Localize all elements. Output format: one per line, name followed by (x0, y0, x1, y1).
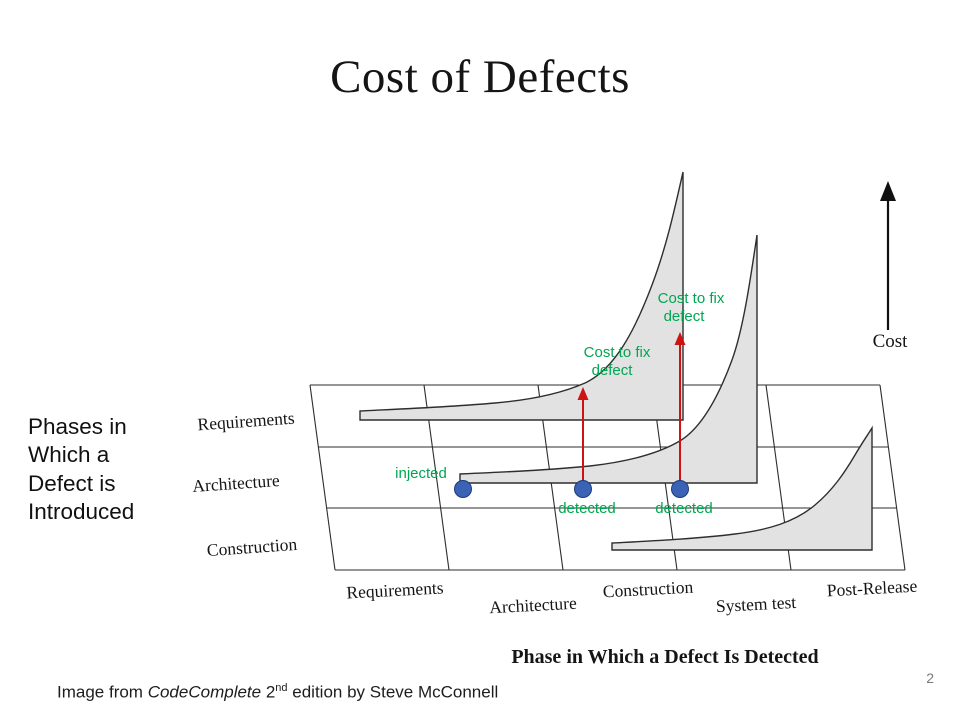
detected-callout-1: detected (558, 500, 616, 517)
cost-axis: Cost (873, 181, 909, 352)
injected-callout: injected (395, 465, 447, 482)
cost-curve-requirements-injected (359, 171, 684, 421)
row-label-requirements: Requirements (197, 408, 296, 435)
cost-curve-construction-injected (611, 425, 873, 551)
footer-prefix: Image from (57, 682, 148, 702)
x-axis-title: Phase in Which a Defect Is Detected (511, 646, 818, 668)
cost-to-fix-callout-1-line2: defect (592, 362, 634, 379)
col-label-system-test: System test (715, 592, 796, 616)
grid-column-line (309, 384, 336, 571)
cost-to-fix-callout-2-line2: defect (664, 308, 706, 325)
row-label-construction: Construction (206, 534, 298, 560)
footer-edition: 2 (261, 682, 276, 702)
cost-to-fix-callout-2-line1: Cost to fix (658, 290, 725, 307)
cost-curves (359, 171, 873, 551)
row-label-architecture: Architecture (192, 470, 281, 496)
detected-defect-dot-1 (574, 480, 592, 498)
detected-defect-dot-2 (671, 480, 689, 498)
col-label-architecture: Architecture (489, 593, 578, 618)
detected-axis-labels: Requirements Architecture Construction S… (346, 576, 918, 618)
cost-arrow-2-head (674, 332, 686, 345)
footer-credit: Image from CodeComplete 2nd edition by S… (57, 682, 498, 703)
left-caption: Phases in Which a Defect is Introduced (28, 414, 135, 525)
col-label-post-release: Post-Release (826, 576, 918, 601)
col-label-construction: Construction (602, 577, 694, 602)
page-number: 2 (926, 670, 934, 686)
cost-curve-architecture-injected (459, 234, 758, 484)
cost-arrow-1-head (577, 387, 589, 400)
col-label-requirements: Requirements (346, 577, 444, 602)
green-callouts: injected detected detected Cost to fix d… (395, 290, 725, 517)
slide-title: Cost of Defects (330, 51, 630, 103)
injected-axis-labels: Requirements Architecture Construction (192, 408, 298, 561)
cost-to-fix-callout-1-line1: Cost to fix (584, 344, 651, 361)
grid-column-line (879, 384, 906, 571)
cost-axis-label: Cost (873, 331, 909, 352)
detected-callout-2: detected (655, 500, 713, 517)
cost-to-fix-arrows (577, 332, 686, 482)
cost-axis-arrow-head (880, 181, 896, 201)
footer-edition-superscript: nd (275, 682, 288, 694)
footer-suffix: edition by Steve McConnell (287, 682, 499, 702)
footer-book-title: CodeComplete (147, 682, 262, 702)
injected-defect-dot (454, 480, 472, 498)
defect-dots (454, 480, 689, 498)
